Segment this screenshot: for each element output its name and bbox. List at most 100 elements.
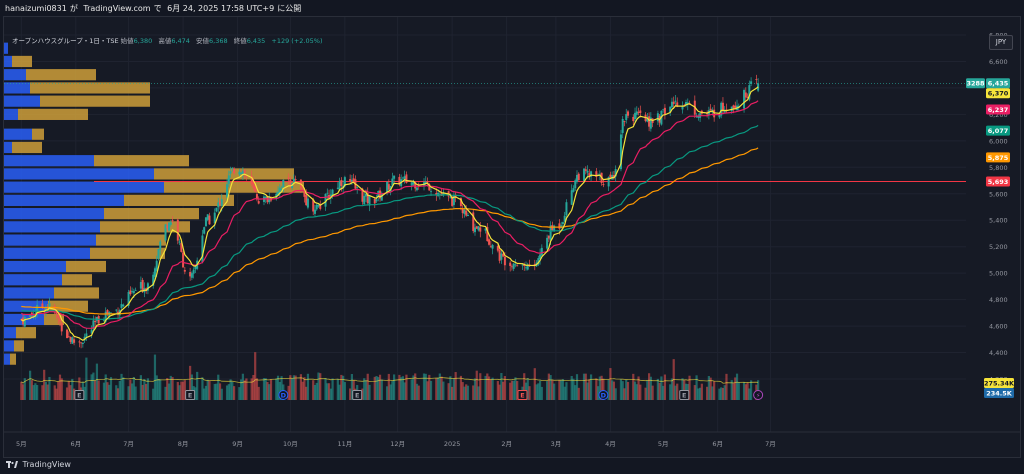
candle[interactable]	[215, 207, 218, 213]
candle[interactable]	[106, 308, 109, 317]
candle[interactable]	[80, 342, 83, 349]
candle[interactable]	[438, 191, 441, 200]
candle[interactable]	[570, 184, 573, 205]
candle[interactable]	[637, 107, 640, 116]
price-tag-ema-mid[interactable]: 6,237	[986, 104, 1010, 115]
candle[interactable]	[746, 93, 749, 99]
candle[interactable]	[287, 173, 290, 185]
earnings-marker-icon[interactable]: E	[74, 390, 85, 400]
candle[interactable]	[375, 194, 378, 203]
candle[interactable]	[393, 175, 396, 184]
candle[interactable]	[479, 221, 482, 238]
candle[interactable]	[750, 77, 753, 87]
candle[interactable]	[500, 249, 503, 264]
candle[interactable]	[452, 191, 455, 210]
candle[interactable]	[524, 261, 527, 271]
candle[interactable]	[584, 166, 587, 175]
candle[interactable]	[734, 101, 737, 110]
volume-tag[interactable]: 275.34K	[984, 378, 1015, 388]
price-chart[interactable]: 6,8006,6006,4006,2006,0005,8005,6005,400…	[4, 17, 1020, 457]
candle[interactable]	[157, 248, 160, 261]
candle[interactable]	[292, 174, 295, 183]
candle[interactable]	[203, 226, 206, 235]
candle[interactable]	[577, 172, 580, 181]
candle[interactable]	[206, 214, 209, 222]
candle[interactable]	[510, 264, 513, 271]
candle[interactable]	[626, 110, 629, 119]
candle[interactable]	[166, 222, 169, 232]
volume-tag[interactable]: 234.5K	[984, 388, 1014, 398]
candle[interactable]	[595, 168, 598, 182]
earnings-marker-icon[interactable]: E	[185, 390, 196, 400]
dividend-marker-icon[interactable]: D	[598, 390, 609, 400]
earnings-marker-icon[interactable]: E	[352, 390, 363, 400]
candle[interactable]	[182, 250, 185, 268]
candle[interactable]	[204, 217, 207, 227]
candle[interactable]	[447, 190, 450, 202]
candle[interactable]	[306, 195, 309, 210]
candle[interactable]	[537, 255, 540, 267]
candle[interactable]	[368, 196, 371, 212]
candle[interactable]	[338, 177, 341, 192]
candle[interactable]	[115, 309, 118, 313]
candle[interactable]	[226, 178, 229, 202]
candle[interactable]	[387, 179, 390, 192]
candle[interactable]	[736, 99, 739, 111]
candle[interactable]	[612, 171, 615, 180]
candle[interactable]	[336, 182, 339, 190]
candle[interactable]	[484, 228, 487, 234]
candle[interactable]	[757, 78, 760, 93]
candle[interactable]	[602, 179, 605, 188]
candle[interactable]	[73, 336, 76, 346]
candle[interactable]	[90, 325, 93, 339]
candle[interactable]	[415, 186, 418, 192]
candle[interactable]	[699, 111, 702, 123]
candle[interactable]	[23, 313, 26, 328]
candle[interactable]	[512, 263, 515, 272]
candle[interactable]	[403, 170, 406, 184]
price-tag-countdown[interactable]: 3288	[966, 78, 985, 89]
candle[interactable]	[120, 298, 123, 311]
candle[interactable]	[57, 313, 60, 325]
candle[interactable]	[208, 212, 211, 225]
candle[interactable]	[97, 315, 100, 325]
candle[interactable]	[539, 248, 542, 265]
candle[interactable]	[153, 266, 156, 280]
symbol-title[interactable]: オープンハウスグループ・1日・TSE	[12, 37, 119, 45]
candle[interactable]	[685, 99, 688, 108]
candle[interactable]	[67, 331, 70, 338]
candle[interactable]	[391, 172, 394, 187]
candle[interactable]	[331, 188, 334, 199]
candle[interactable]	[398, 173, 401, 187]
candle[interactable]	[496, 243, 499, 253]
price-tag-ema-slow[interactable]: 6,077	[986, 125, 1010, 136]
candle[interactable]	[635, 106, 638, 120]
candle[interactable]	[526, 262, 529, 271]
candle[interactable]	[625, 108, 628, 124]
candle[interactable]	[257, 196, 260, 205]
candle[interactable]	[168, 221, 171, 232]
candle[interactable]	[238, 168, 241, 177]
candle[interactable]	[649, 112, 652, 132]
candle[interactable]	[663, 104, 666, 120]
candle[interactable]	[171, 216, 174, 224]
candle[interactable]	[60, 319, 63, 336]
candle[interactable]	[697, 113, 700, 121]
candle[interactable]	[669, 106, 672, 116]
footer-brand-text[interactable]: TradingView	[22, 460, 71, 469]
candle[interactable]	[609, 171, 612, 179]
candle[interactable]	[134, 287, 137, 291]
candle[interactable]	[676, 97, 679, 108]
candle[interactable]	[632, 114, 635, 126]
candle[interactable]	[264, 196, 267, 204]
candle[interactable]	[755, 74, 758, 85]
candle[interactable]	[379, 187, 382, 202]
candle[interactable]	[720, 101, 723, 119]
candle[interactable]	[240, 171, 243, 175]
candle[interactable]	[109, 312, 112, 314]
candle[interactable]	[681, 101, 684, 114]
candle[interactable]	[66, 328, 69, 339]
candle[interactable]	[349, 174, 352, 184]
candle[interactable]	[178, 238, 181, 246]
candle[interactable]	[192, 267, 195, 279]
